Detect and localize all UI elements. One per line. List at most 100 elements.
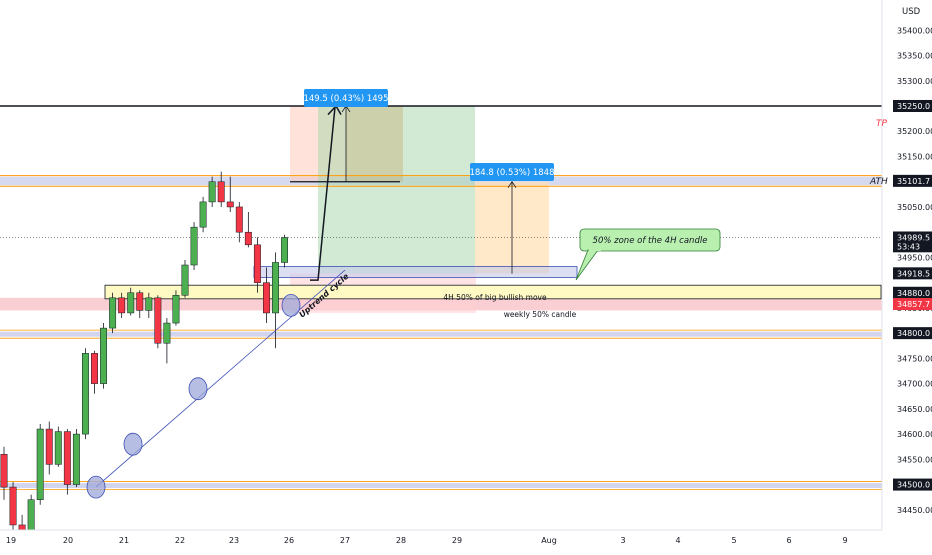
price-label: 34857.7 — [897, 300, 930, 309]
time-label: 19 — [6, 536, 16, 545]
measure-badge-1: 149.5 (0.43%) 1495 — [303, 89, 389, 107]
zone-4h — [104, 284, 882, 300]
price-label-bg — [893, 240, 932, 253]
time-label: Aug — [541, 536, 557, 545]
time-label: 22 — [175, 536, 185, 545]
candle-body — [253, 244, 261, 283]
candle-body — [199, 201, 207, 228]
candle-body — [263, 282, 270, 314]
time-label: 20 — [63, 536, 73, 545]
candle-body — [63, 431, 71, 485]
touch-point-circle — [281, 293, 301, 317]
measure-2-text: 184.8 (0.53%) 1848 — [469, 168, 554, 178]
candle-body — [0, 454, 8, 488]
candle-body — [145, 297, 153, 311]
measure-2-arrow — [507, 180, 517, 188]
zone-50pct — [253, 266, 578, 279]
candle-body — [82, 353, 89, 435]
time-label: 27 — [340, 536, 350, 545]
price-label: 34989.5 — [897, 233, 930, 242]
zone-4h-label: 4H 50% of big bullish move — [443, 293, 547, 302]
price-label-bg — [893, 267, 932, 280]
currency-label[interactable]: USD — [902, 7, 921, 17]
price-tick: 34600.00 — [897, 430, 932, 439]
price-tick: 35350.00 — [897, 52, 932, 61]
time-label: 3 — [620, 536, 625, 545]
projection-arrow — [310, 106, 336, 281]
price-tick: 34750.00 — [897, 354, 932, 363]
touch-point-circle — [86, 475, 106, 499]
touch-point-circle — [188, 377, 208, 401]
callout-text: 50% zone of the 4H candle — [593, 236, 708, 246]
measure-1-overlap — [346, 106, 403, 182]
time-label: 21 — [119, 536, 129, 545]
price-label: 34500.0 — [897, 481, 930, 490]
price-label: 35250.0 — [897, 102, 930, 111]
candle-body — [272, 262, 279, 314]
target-green-zone — [318, 106, 475, 274]
candle-body — [45, 428, 53, 465]
tp-label: TP — [876, 119, 887, 129]
price-label-bg — [893, 478, 932, 491]
candle-body — [36, 428, 44, 500]
time-labels: 19 20 21 22 23 26 27 28 29 Aug 3 4 5 6 9 — [6, 536, 848, 545]
time-label: 29 — [452, 536, 462, 545]
candle-body — [226, 201, 234, 208]
price-label-bg — [893, 100, 932, 112]
candle-body — [190, 226, 198, 266]
lines-layer — [0, 105, 882, 491]
candle-body — [136, 292, 144, 311]
price-label: 34880.0 — [897, 289, 930, 298]
measure-badge-2: 184.8 (0.53%) 1848 — [469, 163, 555, 181]
callout-box: 50% zone of the 4H candle — [575, 228, 721, 281]
price-tick: 35200.00 — [897, 127, 932, 136]
candle-body — [127, 292, 135, 314]
price-tick: 34700.00 — [897, 380, 932, 389]
price-label: 35101.7 — [897, 177, 930, 186]
candle-body — [91, 353, 98, 384]
measure-1-text: 149.5 (0.43%) 1495 — [303, 94, 388, 104]
price-highlight-labels: 35250.135250.035101.734989.553:4334918.5… — [893, 99, 932, 491]
time-axis[interactable]: 19 20 21 22 23 26 27 28 29 Aug 3 4 5 6 9 — [0, 529, 932, 550]
candle-body — [9, 486, 17, 526]
time-label: 5 — [731, 536, 736, 545]
candle-body — [281, 237, 289, 263]
time-label: 23 — [229, 536, 239, 545]
time-label: 28 — [396, 536, 406, 545]
price-label: 53:43 — [897, 242, 920, 251]
price-label-bg — [893, 174, 932, 187]
candle-body — [154, 297, 162, 344]
price-label: 34918.5 — [897, 269, 930, 278]
price-tick: 34450.00 — [897, 506, 932, 515]
price-tick: 35050.00 — [897, 203, 932, 212]
candle-body — [172, 295, 180, 324]
zone-weekly-label: weekly 50% candle — [504, 310, 577, 319]
price-label: 34800.0 — [897, 329, 930, 338]
price-tick: 35300.00 — [897, 77, 932, 86]
price-label-bg — [893, 327, 932, 340]
touch-point-circle — [123, 432, 143, 456]
time-label: 4 — [675, 536, 680, 545]
time-label: 26 — [284, 536, 294, 545]
candle-body — [163, 322, 171, 344]
price-label-bg — [893, 298, 932, 311]
price-label-bg — [893, 286, 932, 299]
drawings-layer — [86, 104, 517, 499]
ath-label: ATH — [869, 177, 888, 187]
price-tick: 34550.00 — [897, 455, 932, 464]
time-label: 9 — [842, 536, 847, 545]
price-tick: 35400.00 — [897, 26, 932, 35]
candle-body — [118, 297, 126, 314]
price-tick: 35150.00 — [897, 152, 932, 161]
candle-body — [181, 264, 189, 296]
price-tick: 34650.00 — [897, 405, 932, 414]
candles-layer — [0, 171, 289, 546]
candle-body — [208, 181, 216, 203]
level-34800-zone — [0, 331, 882, 337]
price-axis[interactable]: 35400.0035350.0035300.0035250.0035200.00… — [881, 0, 932, 530]
zones-layer — [0, 106, 882, 489]
candle-body — [235, 206, 243, 233]
candle-body — [54, 431, 62, 465]
